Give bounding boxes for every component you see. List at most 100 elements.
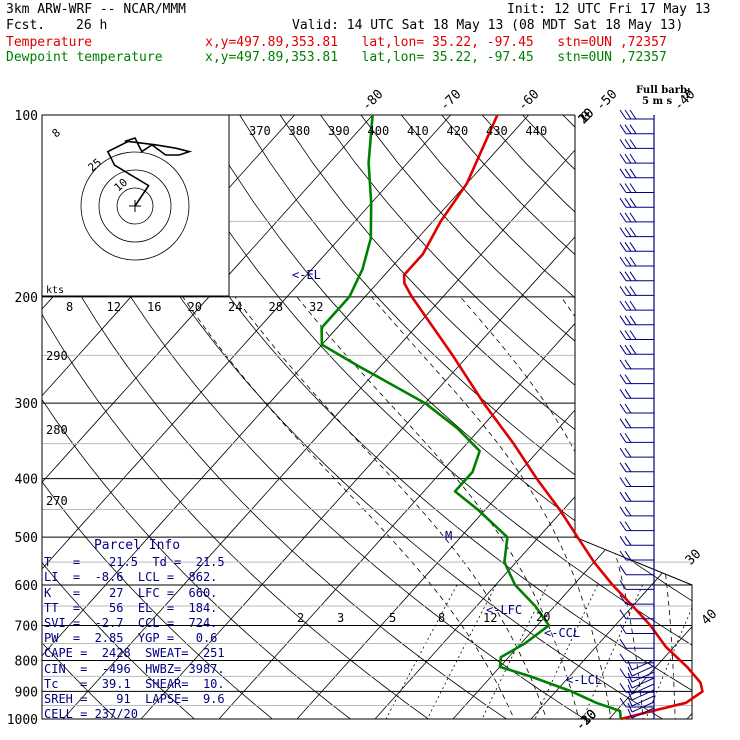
wind-barb [619,227,654,238]
mixing-ratio-line [475,584,548,719]
parcel-info-row: K = 27 LFC = 660. [44,585,218,600]
isotherm-label: -50 [593,87,620,114]
pressure-label: 800 [15,654,38,669]
wind-barb [619,168,654,179]
wind-barb [619,624,654,634]
parcel-info-row: LI = -8.6 LCL = 862. [44,570,218,585]
wind-barb [619,653,654,664]
init-time: Init: 12 UTC Fri 17 May 13 [507,2,711,17]
isotherm-label: 30 [683,547,705,569]
wind-barb [619,477,654,487]
mixing-ratio-line [420,584,497,719]
mixing-ratio-line [576,584,643,719]
legend-temperature-info: x,y=497.89,353.81 lat,lon= 35.22, -97.45… [205,35,667,50]
wind-barb [619,550,654,561]
wind-barb-low [627,677,655,689]
wind-barb [619,197,654,208]
wind-barb [619,300,654,311]
theta-label: 390 [328,124,350,138]
wind-barb [619,271,654,282]
wind-barb [619,109,654,120]
hodograph-trace [106,137,193,207]
dry-adiabat [42,115,286,719]
isotherm-label: -70 [437,87,464,114]
moist-adiabat [296,296,583,719]
dewpoint-profile [320,114,622,720]
dry-adiabat [42,115,523,719]
parcel-info-row: CAPE = 2428 SWEAT= 251 [44,646,225,661]
dry-adiabat [118,115,692,719]
pressure-label: 100 [15,109,38,124]
theta-label: 440 [526,124,548,138]
wind-barb [619,536,654,546]
isotherm [597,115,692,719]
isotherm [363,115,692,719]
theta-label: 430 [486,124,508,138]
dry-adiabat [481,115,692,719]
isotherm [51,115,607,719]
hodograph-ring [116,187,154,225]
level-annotation: <-EL [292,268,321,282]
theta-label-left: 280 [46,423,68,437]
hodo-speed-label: 24 [228,300,242,314]
wind-barb-low [627,665,655,677]
wind-barb [619,389,654,399]
wind-barb-low [627,689,655,701]
wind-barb [619,330,654,340]
fcst-hours: 26 h [76,18,108,33]
hodograph-unit: kts [46,285,64,296]
wind-barb [619,418,654,429]
isotherm-label: 20 [576,106,598,128]
legend-dewpoint-info: x,y=497.89,353.81 lat,lon= 35.22, -97.45… [205,50,667,65]
wind-barb [619,462,654,473]
wind-barb [619,256,654,267]
isotherm [42,115,373,719]
hodograph-ring [80,151,190,261]
wind-barb-low [627,671,655,683]
dry-adiabat [42,115,601,719]
wind-barb [619,668,654,679]
parcel-info-row: SVI = -2.7 CCL = 724. [44,616,218,631]
pressure-label: 1000 [7,713,38,728]
level-annotation: <-CCL [544,626,580,640]
wind-barb [619,565,654,576]
hodo-speed-label: 16 [147,300,161,314]
mixing-ratio-label: 20 [536,610,550,624]
pressure-label: 900 [15,685,38,700]
wind-barb [619,491,654,502]
wind-barb [619,506,654,517]
parcel-info-row: CELL = 237/20 [44,707,138,722]
dry-adiabat [320,115,692,719]
wind-barb [619,344,654,355]
wind-barb-low [627,659,655,671]
hodo-speed-label: 20 [188,300,202,314]
wind-barb [619,183,654,193]
dry-adiabat [42,115,365,719]
parcel-info-row: CIN = -496 HWBZ= 3987. [44,661,225,676]
pressure-label: 400 [15,473,38,488]
theta-label: 410 [407,124,429,138]
isotherm [42,115,451,719]
mixing-ratio-label: 2 [297,611,304,625]
theta-label: 380 [289,124,311,138]
mixing-ratio-label: 3 [337,611,344,625]
mixing-ratio-label: 12 [483,611,497,625]
wind-barb [619,594,654,605]
legend-temperature-name: Temperature [6,35,93,50]
pressure-label: 200 [15,291,38,306]
legend-dewpoint-name: Dewpoint temperature [6,50,163,65]
wind-barb [619,609,654,620]
isotherm [441,115,692,719]
wind-legend-exponent: -1 [682,91,690,100]
wind-legend-title: Full barb: [636,85,691,96]
wind-barb [619,447,654,458]
wind-barb [619,521,654,532]
wind-barb [619,315,654,326]
hodograph-ring [98,169,172,243]
mixing-ratio-label: 8 [438,611,445,625]
wind-barb [619,374,654,385]
isotherm-label: 40 [699,607,721,629]
theta-label: 420 [447,124,469,138]
wind-barb [619,153,654,164]
isotherm [42,115,295,719]
